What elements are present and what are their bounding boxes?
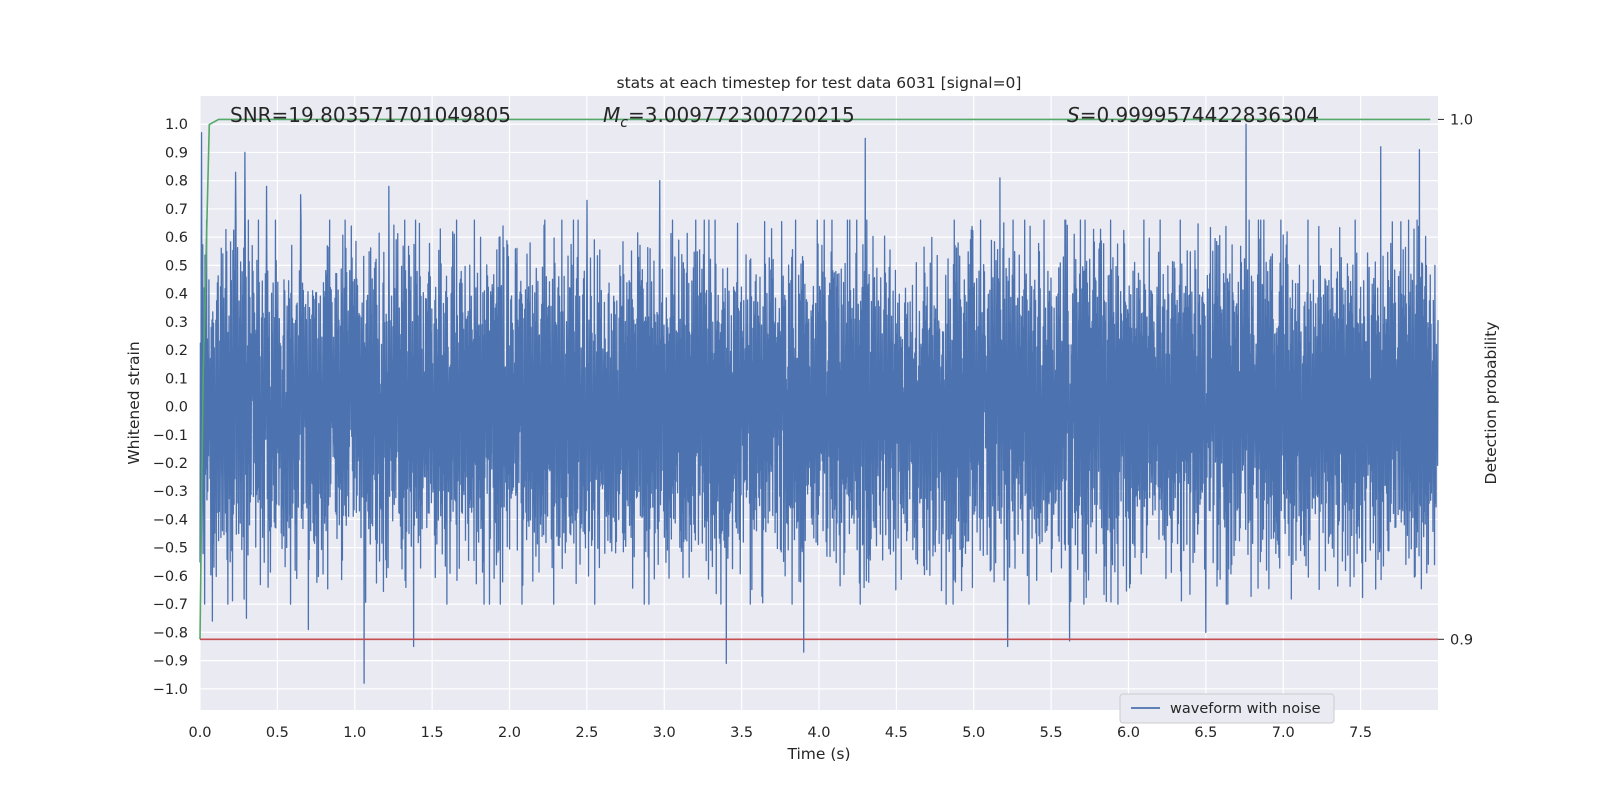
y-tick-label: 0.8 <box>165 174 188 190</box>
x-tick-label: 5.0 <box>962 725 985 741</box>
y-tick-label: −0.5 <box>153 541 188 557</box>
chirp-mass-subscript: c <box>620 115 628 131</box>
y-tick-label: 0.5 <box>165 258 188 274</box>
chirp-mass-value: =3.009772300720215 <box>628 103 855 127</box>
y-axis-label: Whitened strain <box>125 341 143 464</box>
legend: waveform with noise <box>1119 693 1335 724</box>
y-tick-label: −0.2 <box>153 456 188 472</box>
ticks: 0.0 0.5 1.0 1.5 2.0 2.5 3.0 3.5 4.0 4.5 5.0 5.5 6.0 6… <box>153 112 1473 741</box>
y-tick-label: 0.9 <box>165 145 188 161</box>
series-layer <box>199 118 1439 684</box>
x-tick-label: 4.5 <box>885 725 908 741</box>
detection-probability-line <box>199 118 1431 640</box>
y-tick-label: 0.0 <box>165 400 188 416</box>
score-symbol: S <box>1067 103 1080 127</box>
score-annotation: S=0.9999574422836304 <box>1067 103 1319 127</box>
y-tick-label: −0.6 <box>153 569 188 585</box>
x-axis-label: Time (s) <box>786 745 850 763</box>
y2-axis-label: Detection probability <box>1482 322 1500 485</box>
x-tick-label: 0.0 <box>188 725 211 741</box>
legend-box <box>1119 693 1335 724</box>
x-tick-label: 1.5 <box>421 725 444 741</box>
x-tick-label: 3.0 <box>653 725 676 741</box>
y-tick-label: 0.7 <box>165 202 188 218</box>
y-tick-label: −0.9 <box>153 654 188 670</box>
y-tick-label: 0.2 <box>165 343 188 359</box>
y-tick-label: −0.3 <box>153 484 188 500</box>
y-tick-label: −1.0 <box>153 682 188 698</box>
waveform-line <box>199 123 1439 684</box>
chirp-mass-symbol: M <box>603 103 620 127</box>
y-tick-label: 0.6 <box>165 230 188 246</box>
y2-tick-label: 0.9 <box>1450 632 1473 648</box>
x-tick-label: 6.0 <box>1117 725 1140 741</box>
y-tick-label: −0.4 <box>153 512 188 528</box>
x-tick-label: 3.5 <box>730 725 753 741</box>
y-tick-label: 1.0 <box>165 117 188 133</box>
x-tick-label: 6.5 <box>1194 725 1217 741</box>
x-tick-label: 4.0 <box>807 725 830 741</box>
y-tick-label: −0.8 <box>153 625 188 641</box>
y-tick-label: −0.1 <box>153 428 188 444</box>
x-tick-label: 5.5 <box>1040 725 1063 741</box>
y2-tick-label: 1.0 <box>1450 112 1473 128</box>
chirp-mass-annotation: Mc=3.009772300720215 <box>603 103 855 131</box>
x-tick-label: 2.0 <box>498 725 521 741</box>
y-tick-label: 0.1 <box>165 371 188 387</box>
x-tick-label: 7.0 <box>1272 725 1295 741</box>
legend-label: waveform with noise <box>1170 701 1321 717</box>
score-value: =0.9999574422836304 <box>1080 103 1319 127</box>
x-tick-label: 1.0 <box>343 725 366 741</box>
y-tick-label: 0.3 <box>165 315 188 331</box>
y-tick-label: 0.4 <box>165 287 188 303</box>
chart-title: stats at each timestep for test data 603… <box>617 74 1022 92</box>
y-tick-label: −0.7 <box>153 597 188 613</box>
x-tick-label: 2.5 <box>575 725 598 741</box>
x-tick-label: 0.5 <box>266 725 289 741</box>
snr-annotation: SNR=19.803571701049805 <box>230 103 511 127</box>
x-tick-label: 7.5 <box>1349 725 1372 741</box>
